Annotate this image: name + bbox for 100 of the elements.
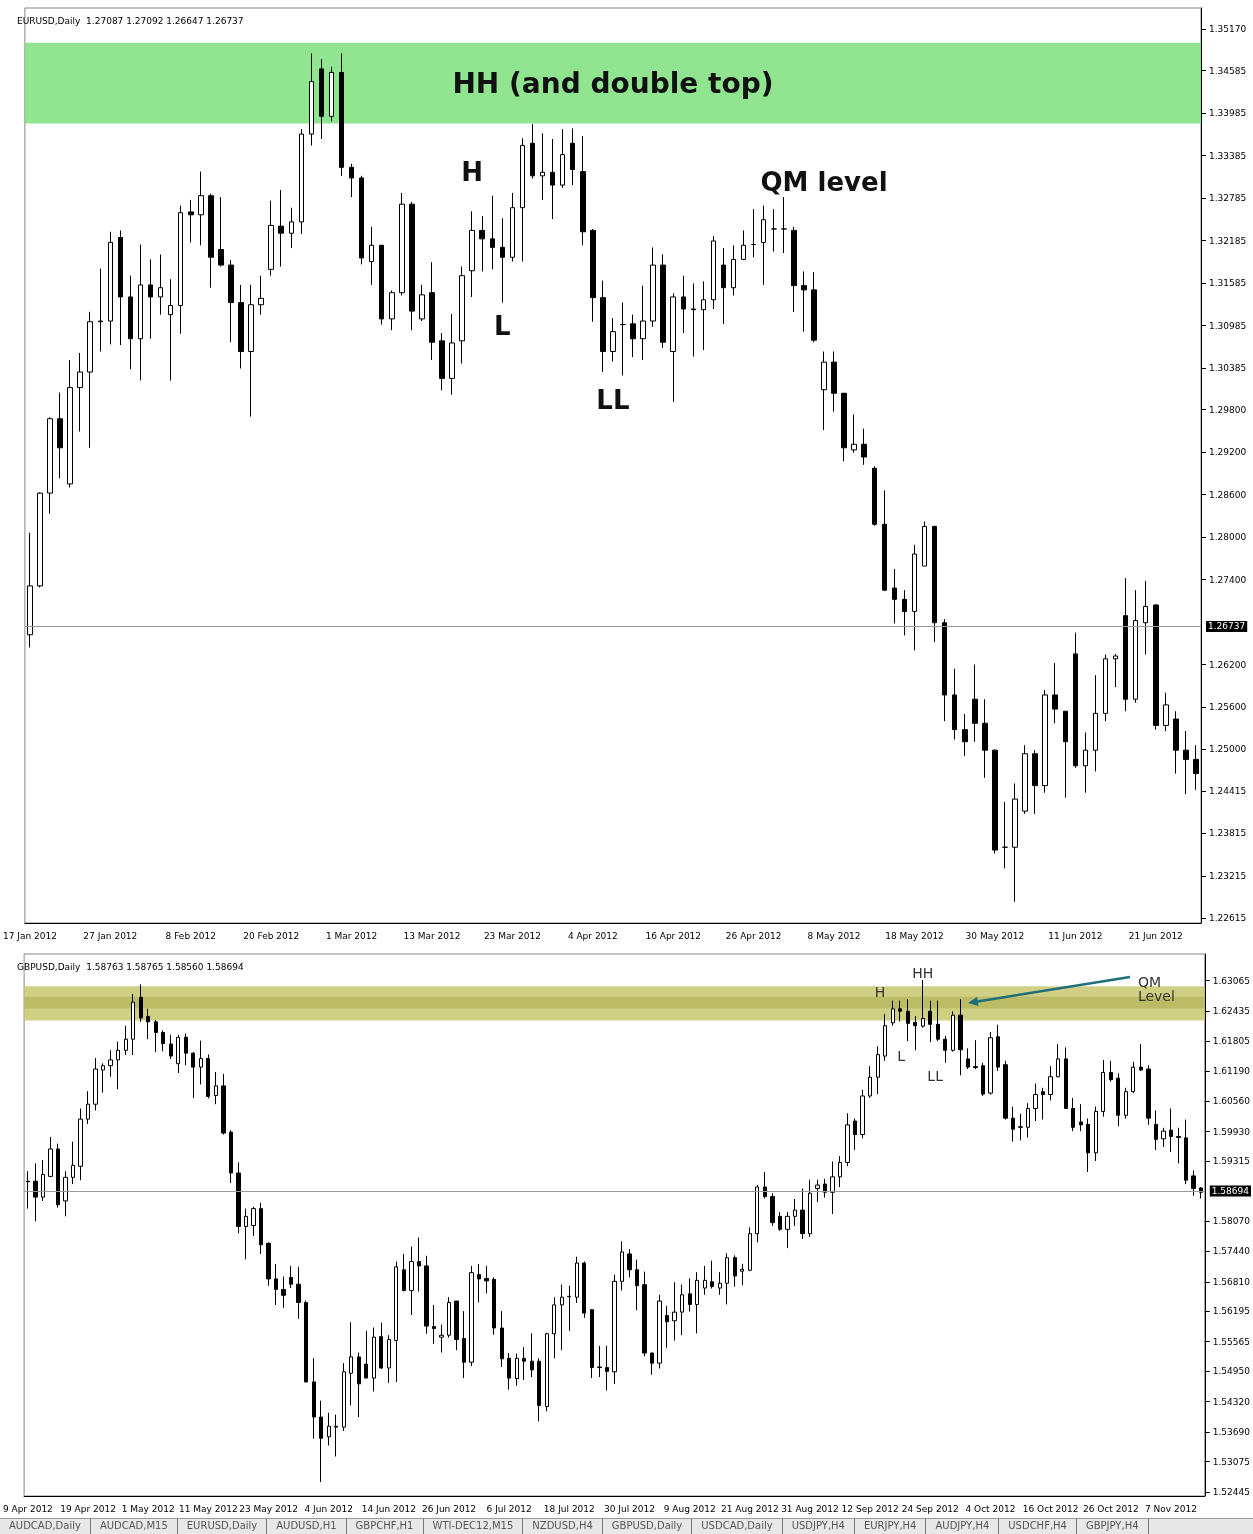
y-tick-label: 1.61805 bbox=[1212, 1036, 1250, 1047]
candlestick bbox=[56, 1143, 60, 1209]
candlestick bbox=[500, 217, 505, 304]
candlestick bbox=[296, 1266, 301, 1320]
candlestick bbox=[691, 282, 696, 357]
candlestick bbox=[86, 1090, 90, 1125]
y-tick-label: 1.29200 bbox=[1209, 447, 1247, 458]
candlestick bbox=[681, 275, 686, 334]
candlestick bbox=[815, 1179, 820, 1203]
candlestick bbox=[500, 1310, 504, 1368]
candlestick bbox=[124, 1025, 128, 1056]
candlestick bbox=[605, 1345, 609, 1392]
candlestick bbox=[1123, 577, 1128, 712]
candlestick bbox=[718, 1271, 722, 1296]
candlestick bbox=[409, 201, 415, 331]
candlestick bbox=[492, 1276, 496, 1336]
candlestick bbox=[861, 428, 867, 466]
candlestick bbox=[334, 1414, 338, 1458]
candlestick bbox=[821, 350, 827, 431]
candlestick bbox=[988, 1031, 993, 1096]
candlestick bbox=[1116, 1072, 1120, 1127]
candlestick bbox=[1018, 1113, 1023, 1141]
ref-line-label: 1.26737 bbox=[1208, 621, 1246, 632]
candlestick bbox=[791, 226, 797, 313]
candlestick bbox=[87, 311, 93, 449]
candlestick bbox=[372, 1327, 376, 1393]
candlestick bbox=[184, 1032, 188, 1066]
candlestick bbox=[665, 1305, 669, 1349]
candlestick bbox=[748, 1226, 752, 1272]
candlestick bbox=[244, 1208, 248, 1260]
candlestick bbox=[801, 270, 807, 333]
candlestick bbox=[419, 284, 425, 322]
candlestick bbox=[118, 229, 123, 346]
candlestick bbox=[520, 137, 525, 263]
y-tick-label: 1.33985 bbox=[1209, 108, 1247, 119]
annotation: LL bbox=[596, 384, 630, 415]
candlestick bbox=[808, 1179, 812, 1238]
x-tick-label: 7 Nov 2012 bbox=[1144, 1503, 1197, 1514]
y-tick-label: 1.60560 bbox=[1212, 1096, 1251, 1107]
x-tick-label: 19 Apr 2012 bbox=[60, 1503, 116, 1514]
candlestick bbox=[139, 983, 143, 1023]
candlestick bbox=[552, 1296, 556, 1359]
annotation: QM Level bbox=[1137, 973, 1175, 1004]
annotation: QM level bbox=[760, 166, 888, 197]
candlestick bbox=[93, 1057, 98, 1111]
candlestick bbox=[670, 292, 676, 403]
candlestick bbox=[169, 1034, 173, 1060]
y-tick-label: 1.54320 bbox=[1212, 1396, 1251, 1407]
candlestick bbox=[507, 1352, 511, 1391]
candlestick bbox=[154, 1019, 158, 1053]
candlestick bbox=[1161, 1127, 1166, 1148]
x-tick-label: 4 Jun 2012 bbox=[304, 1503, 353, 1514]
y-tick-label: 1.33385 bbox=[1209, 150, 1247, 161]
candlestick bbox=[268, 200, 274, 277]
candlestick bbox=[1003, 1060, 1008, 1121]
x-tick-label: 31 Aug 2012 bbox=[781, 1503, 839, 1514]
candlestick bbox=[902, 589, 907, 636]
candlestick bbox=[1154, 1109, 1158, 1151]
candlestick bbox=[570, 127, 575, 186]
candlestick bbox=[841, 392, 847, 462]
candlestick bbox=[484, 1265, 489, 1294]
candlestick bbox=[952, 668, 957, 741]
candlestick bbox=[1133, 589, 1138, 704]
candlestick bbox=[711, 235, 716, 310]
candlestick bbox=[1109, 1060, 1113, 1083]
text: GBPJPY,H4 bbox=[1076, 1519, 1149, 1534]
candlestick bbox=[342, 1362, 346, 1432]
candlestick bbox=[657, 1294, 662, 1369]
candlestick bbox=[761, 205, 766, 286]
candlestick bbox=[590, 1308, 594, 1379]
candlestick bbox=[672, 1281, 677, 1342]
x-tick-label: 23 May 2012 bbox=[239, 1503, 298, 1514]
y-tick-label: 1.25000 bbox=[1209, 744, 1247, 755]
candlestick bbox=[1163, 692, 1169, 732]
candlestick bbox=[1176, 1127, 1181, 1164]
candlestick bbox=[958, 998, 963, 1076]
x-tick-label: 13 Mar 2012 bbox=[403, 930, 461, 941]
candlestick bbox=[831, 350, 837, 413]
y-tick-label: 1.23215 bbox=[1209, 870, 1247, 881]
candlestick bbox=[41, 1159, 45, 1202]
candlestick bbox=[199, 1040, 203, 1085]
candlestick bbox=[537, 1357, 541, 1422]
candlestick bbox=[642, 1271, 647, 1357]
candlestick bbox=[1124, 1087, 1128, 1120]
candlestick bbox=[522, 1346, 526, 1381]
candlestick bbox=[545, 1332, 549, 1412]
candlestick bbox=[327, 1412, 331, 1446]
candlestick bbox=[349, 163, 354, 198]
candlestick bbox=[116, 1041, 120, 1090]
candlestick bbox=[432, 1304, 436, 1345]
candlestick bbox=[394, 1261, 398, 1383]
x-tick-label: 8 Feb 2012 bbox=[165, 930, 216, 941]
candlestick bbox=[721, 247, 726, 325]
candlestick bbox=[550, 138, 555, 220]
candlestick bbox=[469, 210, 475, 298]
x-tick-label: 18 Jul 2012 bbox=[543, 1503, 595, 1514]
y-tick-label: 1.27400 bbox=[1209, 574, 1247, 585]
text: USDCHF,H4 bbox=[999, 1519, 1077, 1534]
candlestick bbox=[1146, 1064, 1151, 1126]
candlestick bbox=[733, 1254, 737, 1288]
